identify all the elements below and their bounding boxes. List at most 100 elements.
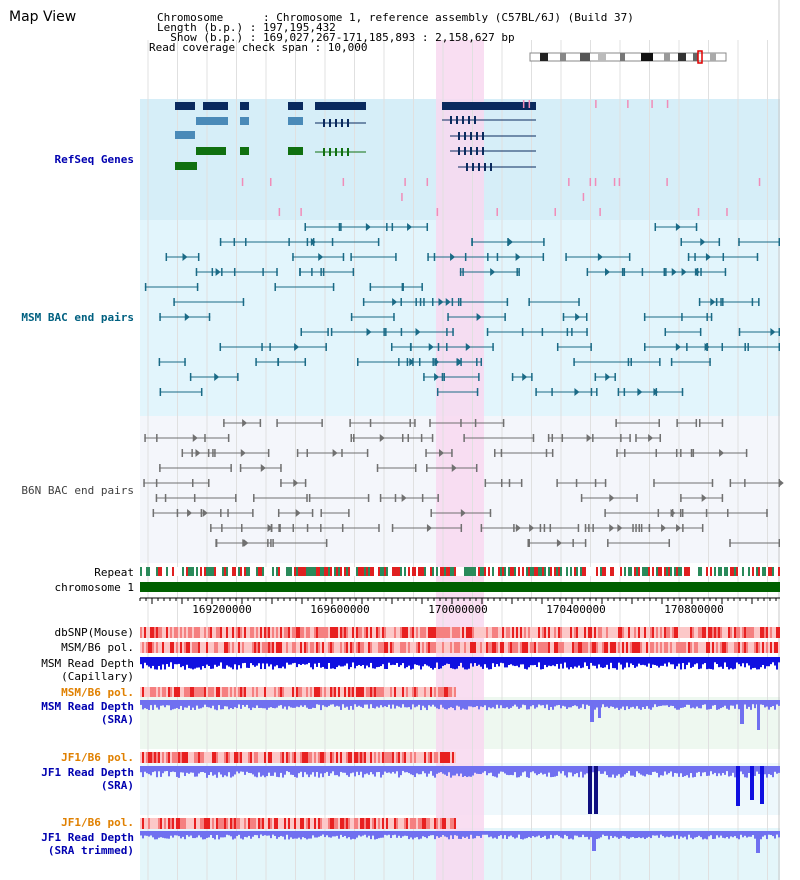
dbsnp-cell: [536, 627, 538, 638]
jf1-pol-cell: [294, 752, 296, 763]
track-label-msm-bac[interactable]: MSM BAC end pairs: [21, 311, 134, 324]
msm-pol-cell: [668, 642, 670, 653]
msm-bac-pair-end: [758, 298, 760, 306]
jf1-pol2-cell: [210, 818, 212, 829]
b6n-bac-pair-end: [584, 524, 587, 532]
msm-capillary-depth: [158, 657, 160, 666]
msm-pol-cell: [302, 642, 304, 653]
repeat-element: [328, 567, 330, 576]
track-label-b6n-bac[interactable]: B6N BAC end pairs: [21, 484, 134, 497]
jf1-trim-depth: [706, 831, 708, 840]
jf1-pol-cell: [426, 752, 428, 763]
gene-exon: [341, 148, 343, 156]
dbsnp-cell: [462, 627, 464, 638]
jf1-sra-depth: [192, 766, 194, 773]
jf1-pol-cell: [318, 752, 320, 763]
msm-capillary-depth: [370, 657, 372, 663]
jf1-pol-cell: [182, 752, 184, 763]
jf1-trim-depth: [234, 831, 236, 839]
msm-sra-depth: [772, 700, 774, 706]
msm-capillary-depth: [206, 657, 208, 665]
msm-pol2-cell: [162, 687, 164, 697]
b6n-bac-pair-end: [267, 449, 270, 457]
msm-capillary-depth: [550, 657, 552, 667]
track-label-msm-b6-pol-2[interactable]: MSM/B6 pol.: [61, 686, 134, 699]
msm-sra-depth: [260, 700, 262, 708]
jf1-pol-cell: [222, 752, 224, 763]
jf1-sra-depth: [644, 766, 646, 777]
gene-exon: [468, 116, 470, 124]
msm-sra-depth: [550, 700, 552, 707]
dbsnp-cell: [562, 627, 564, 638]
msm-pol-cell: [600, 642, 602, 653]
msm-pol2-cell: [324, 687, 326, 697]
msm-pol-cell: [406, 642, 408, 653]
jf1-sra-depth: [432, 766, 434, 776]
jf1-sra-depth: [672, 766, 674, 777]
b6n-bac-pair-end: [429, 419, 431, 427]
msm-sra-depth: [678, 700, 680, 710]
b6n-bac-pair-end: [350, 434, 352, 442]
msm-pol-cell: [356, 642, 358, 653]
msm-sra-depth: [398, 700, 400, 707]
jf1-pol2-cell: [192, 818, 194, 829]
dbsnp-cell: [198, 627, 200, 638]
track-label-msm-depth-capillary[interactable]: MSM Read Depth: [41, 657, 134, 670]
msm-pol2-cell: [296, 687, 298, 697]
msm-sra-depth: [658, 700, 660, 707]
track-label-jf1-depth-sra[interactable]: JF1 Read Depth: [41, 766, 134, 779]
b6n-bac-pair-end: [561, 434, 564, 442]
repeat-element: [214, 567, 216, 576]
b6n-bac-pair-end: [320, 524, 322, 532]
msm-capillary-depth: [632, 657, 634, 665]
track-label-refseq-genes[interactable]: RefSeq Genes: [54, 153, 134, 166]
repeat-element: [372, 567, 374, 576]
b6n-bac-pair-end: [214, 449, 216, 457]
msm-pol2-cell: [398, 687, 400, 697]
jf1-pol2-cell: [148, 818, 150, 829]
msm-pol-cell: [162, 642, 164, 653]
track-label-dbsnp[interactable]: dbSNP(Mouse): [54, 626, 134, 639]
repeat-element: [556, 567, 558, 576]
track-label-msm-b6-pol-1[interactable]: MSM/B6 pol.: [61, 641, 134, 654]
msm-sra-depth: [672, 700, 674, 706]
track-label-chromosome[interactable]: chromosome 1: [54, 581, 134, 594]
msm-pol-cell: [234, 642, 236, 653]
msm-capillary-depth: [406, 657, 408, 668]
jf1-pol2-cell: [208, 818, 210, 829]
short-feature: [613, 178, 616, 186]
jf1-sra-depth: [566, 766, 568, 778]
track-label-jf1-b6-pol-2[interactable]: JF1/B6 pol.: [61, 816, 134, 829]
msm-capillary-depth: [220, 657, 222, 663]
jf1-pol2-cell: [362, 818, 364, 829]
track-label-repeat[interactable]: Repeat: [94, 566, 134, 579]
jf1-pol2-cell: [432, 818, 434, 829]
dbsnp-cell: [482, 627, 484, 638]
msm-capillary-depth: [734, 657, 736, 669]
track-label-jf1-b6-pol-1[interactable]: JF1/B6 pol.: [61, 751, 134, 764]
msm-pol-cell: [336, 642, 338, 653]
jf1-pol2-cell: [282, 818, 284, 829]
jf1-trim-depth: [554, 831, 556, 836]
track-label-jf1-depth-trim[interactable]: JF1 Read Depth: [41, 831, 134, 844]
msm-bac-pair-arrow: [184, 313, 190, 321]
msm-pol-cell: [440, 642, 442, 653]
msm-sra-depth: [456, 700, 458, 706]
msm-sra-depth: [214, 700, 216, 710]
msm-pol2-cell: [280, 687, 282, 697]
msm-pol-cell: [278, 642, 280, 653]
dbsnp-cell: [744, 627, 746, 638]
jf1-trim-depth: [482, 831, 484, 835]
msm-pol2-cell: [246, 687, 248, 697]
track-label-msm-depth-sra[interactable]: MSM Read Depth: [41, 700, 134, 713]
b6n-bac-pair-end: [648, 524, 651, 532]
jf1-trim-depth: [250, 831, 252, 839]
jf1-trim-depth: [346, 831, 348, 839]
repeat-element: [706, 567, 708, 576]
msm-pol-cell: [724, 642, 726, 653]
jf1-trim-depth: [158, 831, 160, 838]
msm-pol-cell: [496, 642, 498, 653]
jf1-pol-cell: [288, 752, 290, 763]
jf1-sra-depth: [450, 766, 452, 778]
